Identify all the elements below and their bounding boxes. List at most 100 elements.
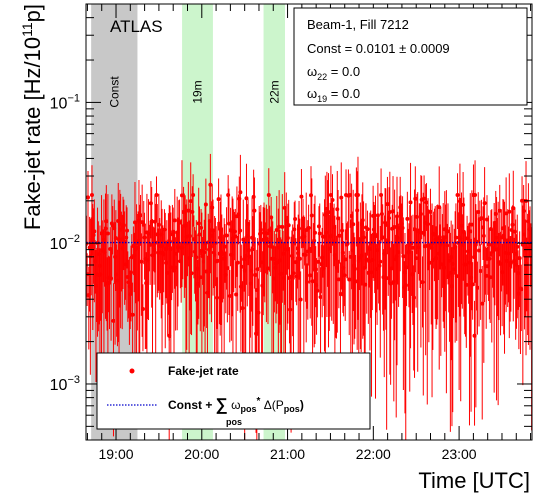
- data-point-27: [105, 231, 110, 236]
- data-point-232: [269, 215, 274, 220]
- data-point-340: [355, 208, 360, 213]
- data-point-284: [310, 279, 315, 284]
- data-point-166: [216, 197, 221, 202]
- data-point-287: [312, 230, 317, 235]
- data-point-73: [142, 235, 147, 240]
- data-point-130: [187, 233, 192, 238]
- data-point-563: [167, 333, 172, 338]
- data-point-424: [422, 196, 427, 201]
- data-point-165: [215, 258, 220, 263]
- data-point-497: [480, 301, 485, 306]
- y-tick-labels: 10−3 10−2 10−1: [50, 92, 80, 394]
- data-point-338: [353, 279, 358, 284]
- data-point-254: [286, 223, 291, 228]
- data-point-536: [511, 206, 516, 211]
- data-point-292: [316, 224, 321, 229]
- data-point-47: [121, 223, 126, 228]
- data-point-212: [253, 273, 258, 278]
- data-point-186: [232, 229, 237, 234]
- data-point-68: [138, 213, 143, 218]
- data-point-331: [348, 192, 353, 197]
- data-point-249: [282, 205, 287, 210]
- data-point-368: [377, 263, 382, 268]
- data-point-269: [298, 297, 303, 302]
- legend-sum-subscript: pos: [226, 417, 242, 427]
- data-point-371: [379, 211, 384, 216]
- info-box: Beam-1, Fill 7212 Const = 0.0101 ± 0.000…: [293, 7, 528, 106]
- band-label-19m: 19m: [191, 80, 205, 103]
- data-point-499: [481, 233, 486, 238]
- data-point-229: [266, 192, 271, 197]
- data-point-190: [235, 260, 240, 265]
- y-tick-label-1: 10−2: [50, 233, 80, 253]
- data-point-309: [330, 198, 335, 203]
- data-point-56: [128, 270, 133, 275]
- data-point-138: [194, 255, 199, 260]
- data-point-227: [265, 231, 270, 236]
- data-point-398: [401, 254, 406, 259]
- data-point-372: [380, 235, 385, 240]
- data-point-485: [470, 282, 475, 287]
- data-point-178: [226, 192, 231, 197]
- info-omega22: ω22 = 0.0: [307, 64, 360, 82]
- data-point-453: [445, 243, 450, 248]
- data-point-242: [277, 224, 282, 229]
- data-point-488: [473, 192, 478, 197]
- data-point-560: [208, 182, 213, 187]
- data-point-268: [297, 256, 302, 261]
- data-point-443: [437, 205, 442, 210]
- data-point-502: [484, 273, 489, 278]
- data-point-387: [392, 225, 397, 230]
- data-point-429: [426, 222, 431, 227]
- data-point-325: [343, 257, 348, 262]
- data-point-422: [420, 280, 425, 285]
- data-point-283: [309, 213, 314, 218]
- legend-frame: [96, 352, 371, 430]
- legend-label-points: Fake-jet rate: [168, 364, 239, 378]
- y-tick-label-2: 10−1: [50, 92, 80, 112]
- data-point-547: [520, 198, 525, 203]
- data-point-290: [315, 288, 320, 293]
- x-tick-label-3: 22:00: [356, 446, 391, 462]
- data-point-24: [103, 226, 108, 231]
- data-point-380: [387, 216, 392, 221]
- info-box-frame: [293, 7, 528, 106]
- data-point-353: [365, 227, 370, 232]
- data-point-50: [124, 235, 129, 240]
- data-point-293: [317, 231, 322, 236]
- data-point-370: [379, 192, 384, 197]
- data-point-363: [373, 234, 378, 239]
- data-point-177: [225, 266, 230, 271]
- data-point-117: [177, 220, 182, 225]
- experiment-label: ATLAS: [110, 17, 163, 36]
- data-point-267: [297, 226, 302, 231]
- data-point-316: [336, 216, 341, 221]
- data-point-535: [510, 222, 515, 227]
- data-point-348: [361, 235, 366, 240]
- data-point-179: [226, 221, 231, 226]
- info-fill: Beam-1, Fill 7212: [307, 17, 409, 32]
- data-point-275: [303, 253, 308, 258]
- data-point-128: [186, 208, 191, 213]
- data-point-280: [307, 246, 312, 251]
- data-point-277: [305, 279, 310, 284]
- data-point-279: [306, 225, 311, 230]
- data-point-454: [445, 229, 450, 234]
- data-point-209: [250, 247, 255, 252]
- data-point-507: [488, 275, 493, 280]
- data-point-473: [461, 202, 466, 207]
- data-point-288: [313, 267, 318, 272]
- data-point-378: [385, 202, 390, 207]
- data-point-31: [109, 276, 114, 281]
- data-point-376: [383, 222, 388, 227]
- data-point-150: [203, 202, 208, 207]
- x-tick-label-2: 21:00: [270, 446, 305, 462]
- data-point-188: [234, 292, 239, 297]
- data-point-319: [338, 291, 343, 296]
- data-point-493: [477, 248, 482, 253]
- data-point-201: [244, 196, 249, 201]
- legend: Fake-jet rate Const + ∑ ωpos* Δ(Ppos) po…: [96, 352, 371, 430]
- data-point-37: [113, 236, 118, 241]
- legend-marker-points: [129, 368, 135, 374]
